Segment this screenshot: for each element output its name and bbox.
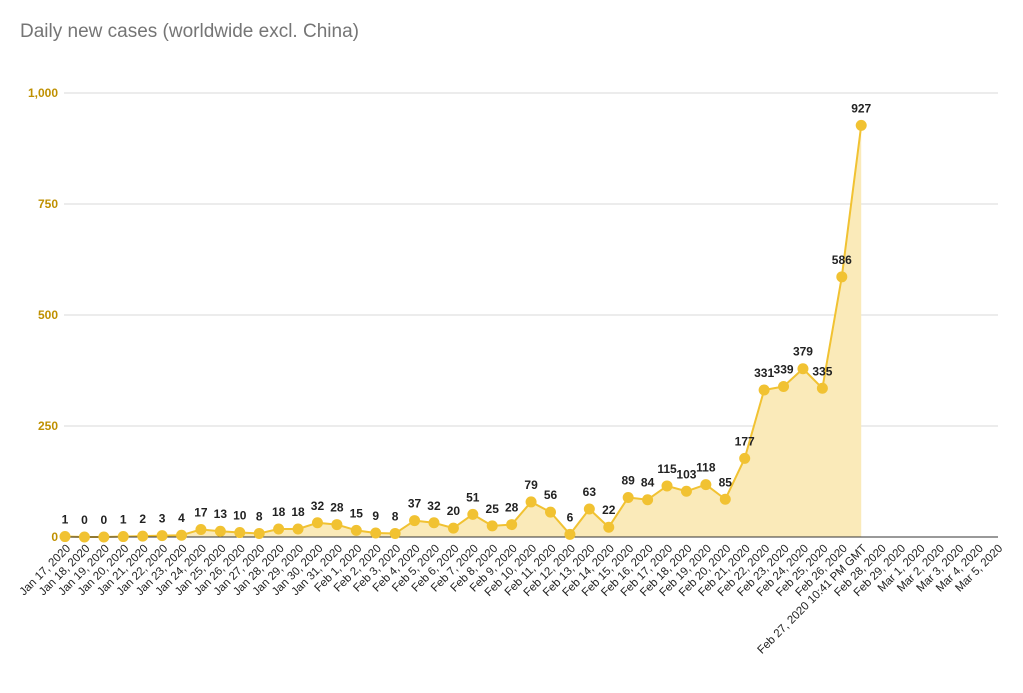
data-point	[350, 524, 362, 536]
data-label: 17	[194, 505, 208, 519]
data-label: 18	[272, 505, 286, 519]
data-label: 4	[178, 511, 185, 525]
data-label: 18	[291, 505, 305, 519]
data-point	[486, 520, 498, 532]
chart-title: Daily new cases (worldwide excl. China)	[20, 21, 359, 42]
data-point	[195, 523, 207, 535]
data-point	[680, 485, 692, 497]
data-label: 8	[256, 509, 263, 523]
data-point	[176, 529, 188, 541]
data-point	[214, 525, 226, 537]
data-point	[98, 531, 110, 543]
data-label: 13	[214, 507, 228, 521]
y-tick-label: 250	[38, 419, 58, 433]
data-label: 25	[486, 502, 500, 516]
data-point	[700, 479, 712, 491]
data-point	[564, 528, 576, 540]
data-point	[467, 508, 479, 520]
data-label: 51	[466, 490, 480, 504]
data-label: 22	[602, 503, 616, 517]
data-label: 379	[793, 345, 813, 359]
data-point	[234, 527, 246, 539]
area-fill-layer	[65, 125, 862, 538]
data-point	[778, 380, 790, 392]
data-point	[739, 452, 751, 464]
data-point	[273, 523, 285, 535]
data-label: 6	[567, 510, 574, 524]
data-point	[506, 519, 518, 531]
data-label: 118	[696, 461, 716, 475]
data-point	[78, 531, 90, 543]
y-axis-ticks: 0 250 500 750 1,000	[28, 86, 58, 544]
data-label: 103	[676, 467, 696, 481]
data-point	[545, 506, 556, 518]
data-point	[836, 271, 848, 283]
data-label: 79	[524, 478, 538, 492]
data-label: 15	[350, 506, 364, 520]
data-label: 84	[641, 476, 655, 490]
y-tick-label: 500	[38, 308, 58, 322]
data-point	[525, 496, 537, 508]
data-point	[117, 531, 129, 543]
data-label: 20	[447, 504, 461, 518]
data-point	[797, 363, 809, 375]
data-point	[331, 519, 343, 531]
area-fill	[65, 125, 862, 538]
data-label: 28	[330, 501, 344, 515]
data-label: 32	[427, 499, 441, 513]
data-point	[137, 530, 149, 542]
data-label: 56	[544, 488, 558, 502]
y-tick-label: 750	[38, 197, 58, 211]
y-tick-label: 0	[51, 530, 58, 544]
data-point	[59, 531, 71, 543]
data-point	[855, 119, 867, 131]
data-label: 335	[812, 364, 832, 378]
data-point	[622, 491, 634, 503]
data-point	[311, 517, 323, 529]
data-point	[583, 503, 595, 515]
data-point	[389, 527, 401, 539]
data-label: 115	[657, 462, 677, 476]
data-label: 89	[622, 473, 636, 487]
data-label: 8	[392, 509, 399, 523]
data-label: 63	[583, 485, 597, 499]
data-point	[719, 493, 731, 505]
data-point	[370, 527, 382, 539]
data-point	[428, 517, 440, 529]
data-point	[156, 530, 168, 542]
data-label: 927	[851, 101, 871, 115]
data-label: 1	[62, 513, 69, 527]
data-label: 331	[754, 366, 774, 380]
data-label: 1	[120, 513, 127, 527]
data-label: 10	[233, 509, 247, 523]
data-point	[816, 382, 828, 394]
data-point	[661, 480, 673, 492]
data-label: 3	[159, 512, 166, 526]
data-points	[59, 119, 867, 543]
data-point	[292, 523, 304, 535]
data-label: 37	[408, 497, 422, 511]
data-label: 32	[311, 499, 325, 513]
data-point	[642, 494, 654, 506]
data-point	[758, 384, 770, 396]
data-point	[253, 527, 265, 539]
y-tick-label: 1,000	[28, 86, 58, 100]
data-label: 85	[719, 475, 733, 489]
data-point	[409, 515, 421, 527]
data-point	[447, 522, 459, 534]
data-label: 28	[505, 501, 519, 515]
data-label: 0	[81, 513, 88, 527]
data-point	[603, 521, 615, 533]
data-label: 339	[774, 362, 794, 376]
data-label: 586	[832, 253, 852, 267]
data-label: 2	[139, 512, 146, 526]
data-label: 177	[735, 434, 755, 448]
data-label: 9	[372, 509, 379, 523]
data-label: 0	[100, 513, 107, 527]
